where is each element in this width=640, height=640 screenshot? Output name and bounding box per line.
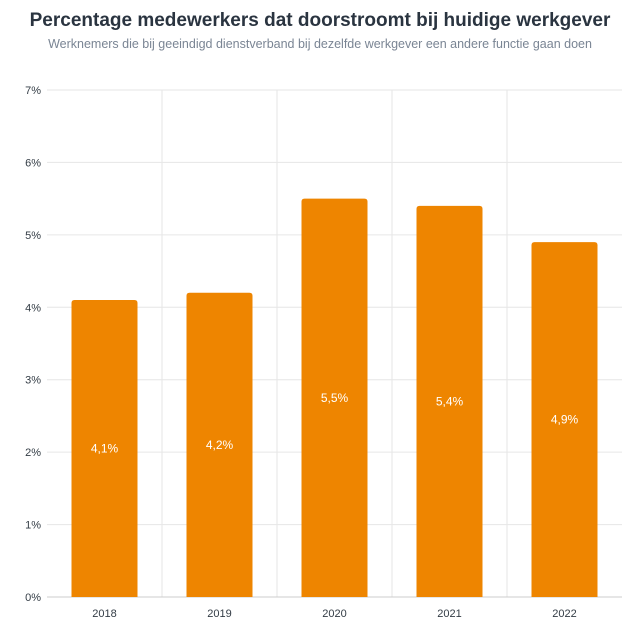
bar-value-label: 5,4% [436,394,464,408]
bar[interactable] [531,242,598,597]
bar-value-label: 4,2% [206,438,234,452]
bar-value-label: 4,9% [551,413,579,427]
chart-subtitle: Werknemers die bij geeindigd dienstverba… [48,37,592,51]
bar[interactable] [301,198,368,597]
x-tick-label: 2018 [92,608,116,620]
y-tick-label: 2% [25,447,41,459]
y-tick-label: 3% [25,375,41,387]
y-tick-label: 7% [25,85,41,97]
bar-value-label: 4,1% [91,442,119,456]
y-tick-label: 6% [25,157,41,169]
x-tick-label: 2022 [552,608,576,620]
y-tick-label: 4% [25,302,41,314]
x-tick-label: 2020 [322,608,346,620]
y-tick-label: 5% [25,230,41,242]
bar[interactable] [71,300,138,597]
y-tick-label: 1% [25,520,41,532]
chart-title: Percentage medewerkers dat doorstroomt b… [29,10,611,31]
bar[interactable] [416,205,483,597]
x-tick-label: 2019 [207,608,231,620]
y-tick-label: 0% [25,592,41,604]
bar[interactable] [186,292,253,597]
bar-value-label: 5,5% [321,391,349,405]
x-tick-label: 2021 [437,608,461,620]
